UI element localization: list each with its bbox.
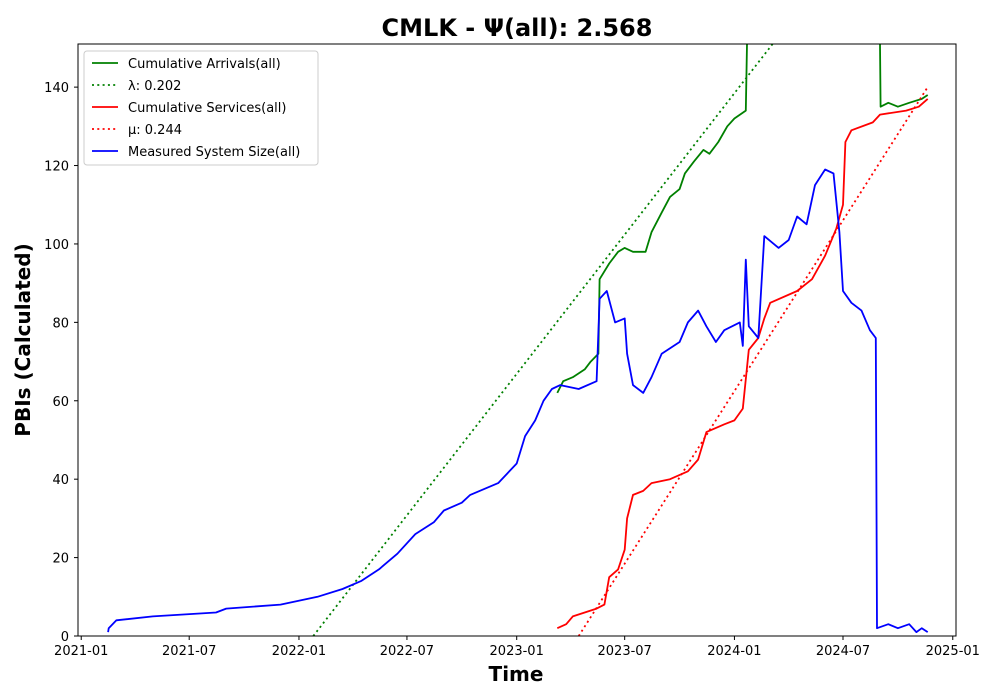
x-tick-label: 2023-07 (598, 644, 652, 659)
chart-title: CMLK - Ψ(all): 2.568 (382, 14, 653, 42)
y-axis: 0 20 40 60 80 100 120 140 (44, 81, 78, 645)
legend-label: Measured System Size(all) (128, 145, 300, 160)
x-tick-label: 2021-01 (54, 644, 108, 659)
x-axis-title: Time (489, 662, 544, 686)
x-tick-label: 2025-01 (926, 644, 980, 659)
x-tick-label: 2024-01 (707, 644, 761, 659)
x-tick-label: 2024-07 (816, 644, 870, 659)
series-line-0-202 (312, 44, 774, 636)
y-tick-label: 60 (52, 395, 69, 410)
x-tick-label: 2022-01 (272, 644, 326, 659)
y-tick-label: 120 (44, 160, 69, 175)
y-tick-label: 0 (61, 630, 69, 645)
y-tick-label: 140 (44, 81, 69, 96)
series-line-cumulative-services-all (556, 98, 929, 630)
legend-label: Cumulative Services(all) (128, 101, 286, 116)
series-line-0-244 (577, 86, 929, 636)
x-tick-label: 2021-07 (162, 644, 216, 659)
series-line-measured-system-size-all (107, 168, 929, 633)
x-tick-label: 2022-07 (380, 644, 434, 659)
x-tick-label: 2023-01 (490, 644, 544, 659)
legend-box (83, 50, 319, 166)
y-tick-label: 20 (52, 552, 69, 567)
plot-area (107, 44, 929, 636)
legend-label: μ: 0.244 (128, 123, 182, 138)
legend: Cumulative Arrivals(all) λ: 0.202 Cumulati… (83, 50, 319, 166)
x-axis: 2021-01 2021-07 2022-01 2022-07 2023-01 2023-… (54, 636, 980, 659)
legend-label: λ: 0.202 (128, 79, 181, 94)
y-tick-label: 40 (52, 473, 69, 488)
y-axis-title: PBIs (Calculated) (11, 243, 35, 436)
series-line-cumulative-arrivals-all-tail (879, 44, 929, 108)
legend-label: Cumulative Arrivals(all) (128, 57, 281, 72)
y-tick-label: 80 (52, 316, 69, 331)
series-line-cumulative-arrivals-all (556, 44, 748, 394)
y-tick-label: 100 (44, 238, 69, 253)
